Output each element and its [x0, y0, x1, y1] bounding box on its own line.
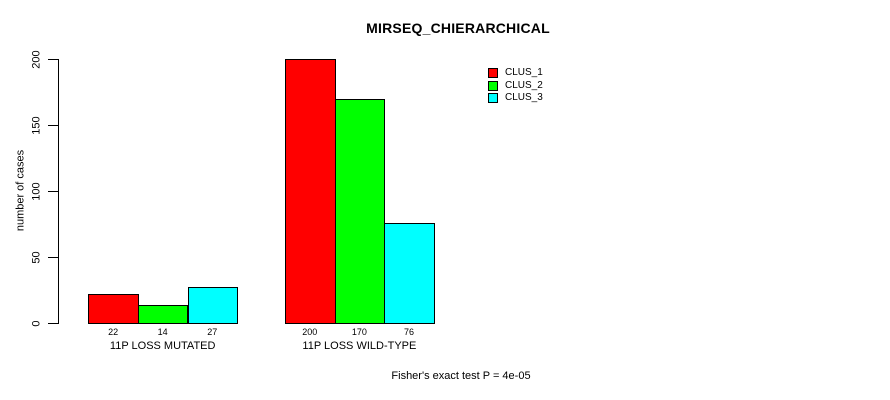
legend-label: CLUS_2 — [505, 79, 543, 91]
y-tick-label: 50 — [30, 250, 43, 264]
bar-clus_1-2 — [285, 59, 336, 324]
legend-swatch-icon — [488, 68, 498, 78]
y-axis-line — [58, 59, 59, 324]
y-tick-label: 0 — [30, 319, 43, 327]
y-tick-mark — [48, 256, 58, 258]
x-category-label: 11P LOSS MUTATED — [109, 340, 216, 352]
bar-value-label: 27 — [207, 327, 218, 337]
bar-value-label: 200 — [302, 327, 318, 337]
bar-value-label: 170 — [351, 327, 367, 337]
legend-label: CLUS_3 — [505, 92, 543, 103]
bar-clus_2-1 — [137, 304, 189, 324]
y-tick-label: 100 — [30, 181, 43, 201]
chart-title: MIRSEQ_CHIERARCHICAL — [366, 20, 550, 36]
bar-value-label: 14 — [157, 327, 168, 337]
bar-clus_3-1 — [187, 287, 239, 324]
y-tick-mark — [48, 190, 58, 192]
legend: CLUS_1 CLUS_2 CLUS_3 — [488, 67, 608, 110]
fisher-test-caption: Fisher's exact test P = 4e-05 — [391, 370, 531, 382]
y-tick-mark — [48, 58, 58, 60]
bar-clus_2-2 — [334, 98, 386, 324]
y-tick-label: 200 — [30, 49, 43, 69]
legend-swatch-icon — [488, 93, 498, 103]
legend-label: CLUS_1 — [505, 67, 543, 78]
bar-clus_1-1 — [88, 293, 139, 324]
x-category-label: 11P LOSS WILD-TYPE — [302, 340, 417, 352]
y-tick-label: 150 — [30, 115, 43, 135]
legend-swatch-icon — [488, 80, 498, 91]
bar-clus_3-2 — [384, 222, 435, 324]
bar-value-label: 76 — [403, 327, 414, 337]
bar-value-label: 22 — [108, 327, 119, 337]
y-tick-mark — [48, 322, 58, 324]
y-tick-mark — [48, 124, 58, 126]
